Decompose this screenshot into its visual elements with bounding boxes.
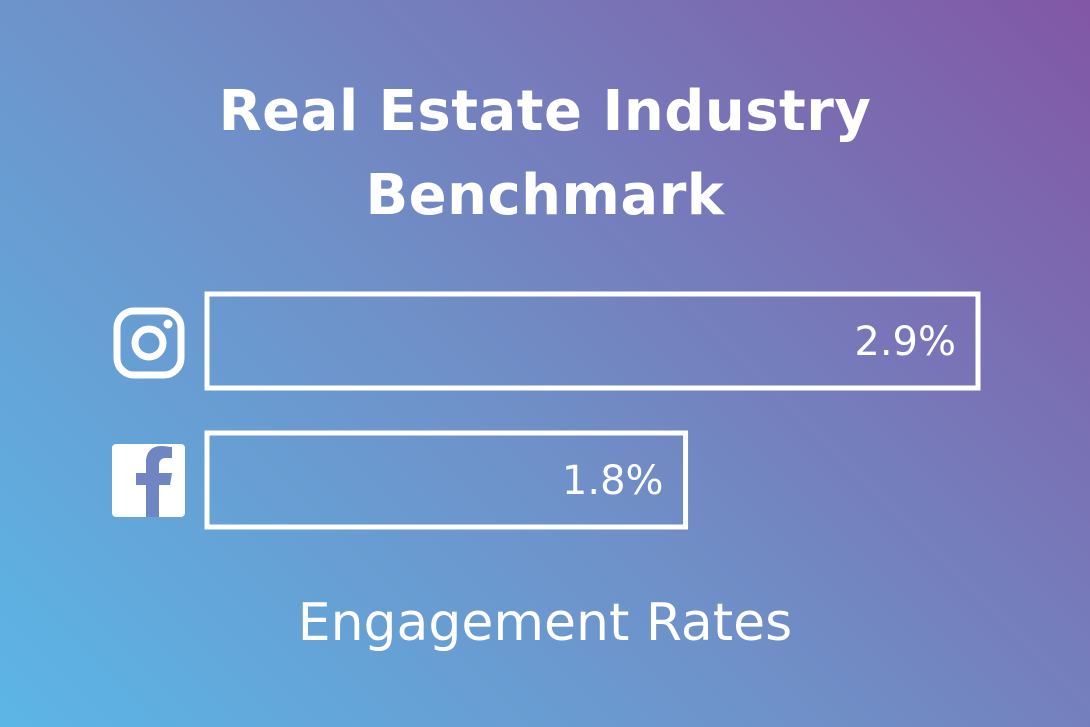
bar-value-label-0: 2.9%: [854, 319, 956, 365]
bar-1: [204, 430, 689, 530]
instagram-icon: [113, 307, 185, 379]
bar-value-label-1: 1.8%: [562, 458, 664, 504]
chart-title-line-1: Real Estate Industry: [218, 79, 872, 144]
bar-0: [204, 291, 981, 391]
chart-caption: Engagement Rates: [297, 593, 793, 653]
facebook-icon: [112, 444, 185, 517]
chart-title-line-2: Benchmark: [365, 163, 725, 228]
bars-layer: 2.9% 1.8%: [204, 291, 981, 530]
chart-title: Real Estate Industry Benchmark: [0, 70, 1090, 238]
